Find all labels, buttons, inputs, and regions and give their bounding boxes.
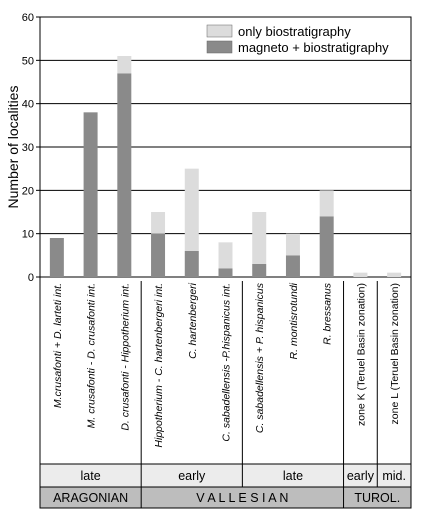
y-axis-label: Number of localities	[5, 86, 21, 209]
bar-magneto	[252, 264, 267, 277]
bar-bio	[252, 212, 267, 264]
legend-swatch	[206, 40, 233, 54]
category-label: Hippotherium - C. hartenbergeri int.	[153, 283, 165, 448]
stage-row	[39, 486, 412, 509]
bar-bio	[285, 233, 300, 256]
bar-magneto	[151, 233, 166, 277]
category-label: M. crusafonti - D. crusafonti int.	[86, 283, 98, 428]
category-label: zone L (Teruel Basin zonation)	[389, 283, 401, 424]
bar-bio	[387, 272, 402, 277]
y-tick-label: 40	[22, 99, 34, 111]
category-label: C. sabadellensis + P. hispanicus	[254, 282, 266, 433]
bar-bio	[353, 272, 368, 277]
bar-magneto	[319, 216, 334, 277]
subdivision-label: early	[347, 469, 375, 483]
y-tick-label: 0	[28, 272, 34, 284]
category-label: R. bressanus	[322, 282, 334, 345]
bar-bio	[151, 212, 166, 234]
stage-label: V A L L E S I A N	[196, 491, 288, 505]
subdivision-label: mid.	[382, 469, 406, 483]
stage-label: ARAGONIAN	[53, 491, 128, 505]
y-tick-label: 60	[22, 12, 34, 24]
legend-swatch	[206, 24, 233, 38]
bar-magneto	[117, 73, 132, 277]
category-label: R. montisrotundi	[288, 282, 300, 359]
bar-bio	[319, 190, 334, 217]
bar-magneto	[49, 238, 64, 277]
category-label: zone K (Teruel Basin zonation)	[355, 283, 367, 426]
bar-magneto	[184, 251, 199, 277]
bar-bio	[117, 56, 132, 74]
legend-label: magneto + biostratigraphy	[238, 40, 389, 55]
category-label: M.crusafonti + D. larteti int.	[52, 283, 64, 408]
category-label: C. sabadellensis -P.hispanicus int.	[221, 283, 233, 442]
y-tick-label: 20	[22, 185, 34, 197]
subdivision-label: late	[81, 469, 101, 483]
bar-bio	[184, 168, 199, 251]
bar-magneto	[83, 112, 98, 277]
y-tick-label: 10	[22, 229, 34, 241]
subdivision-label: early	[178, 469, 206, 483]
category-label: D. crusafonti - Hippotherium int.	[119, 283, 131, 431]
bar-magneto	[218, 268, 233, 277]
legend-label: only biostratigraphy	[238, 24, 351, 39]
y-tick-label: 30	[22, 142, 34, 154]
stage-label: TUROL.	[354, 491, 400, 505]
bar-magneto	[285, 255, 300, 277]
y-tick-label: 50	[22, 55, 34, 67]
category-label: C. hartenbergeri	[187, 282, 199, 359]
subdivision-label: late	[283, 469, 303, 483]
bar-bio	[218, 242, 233, 269]
